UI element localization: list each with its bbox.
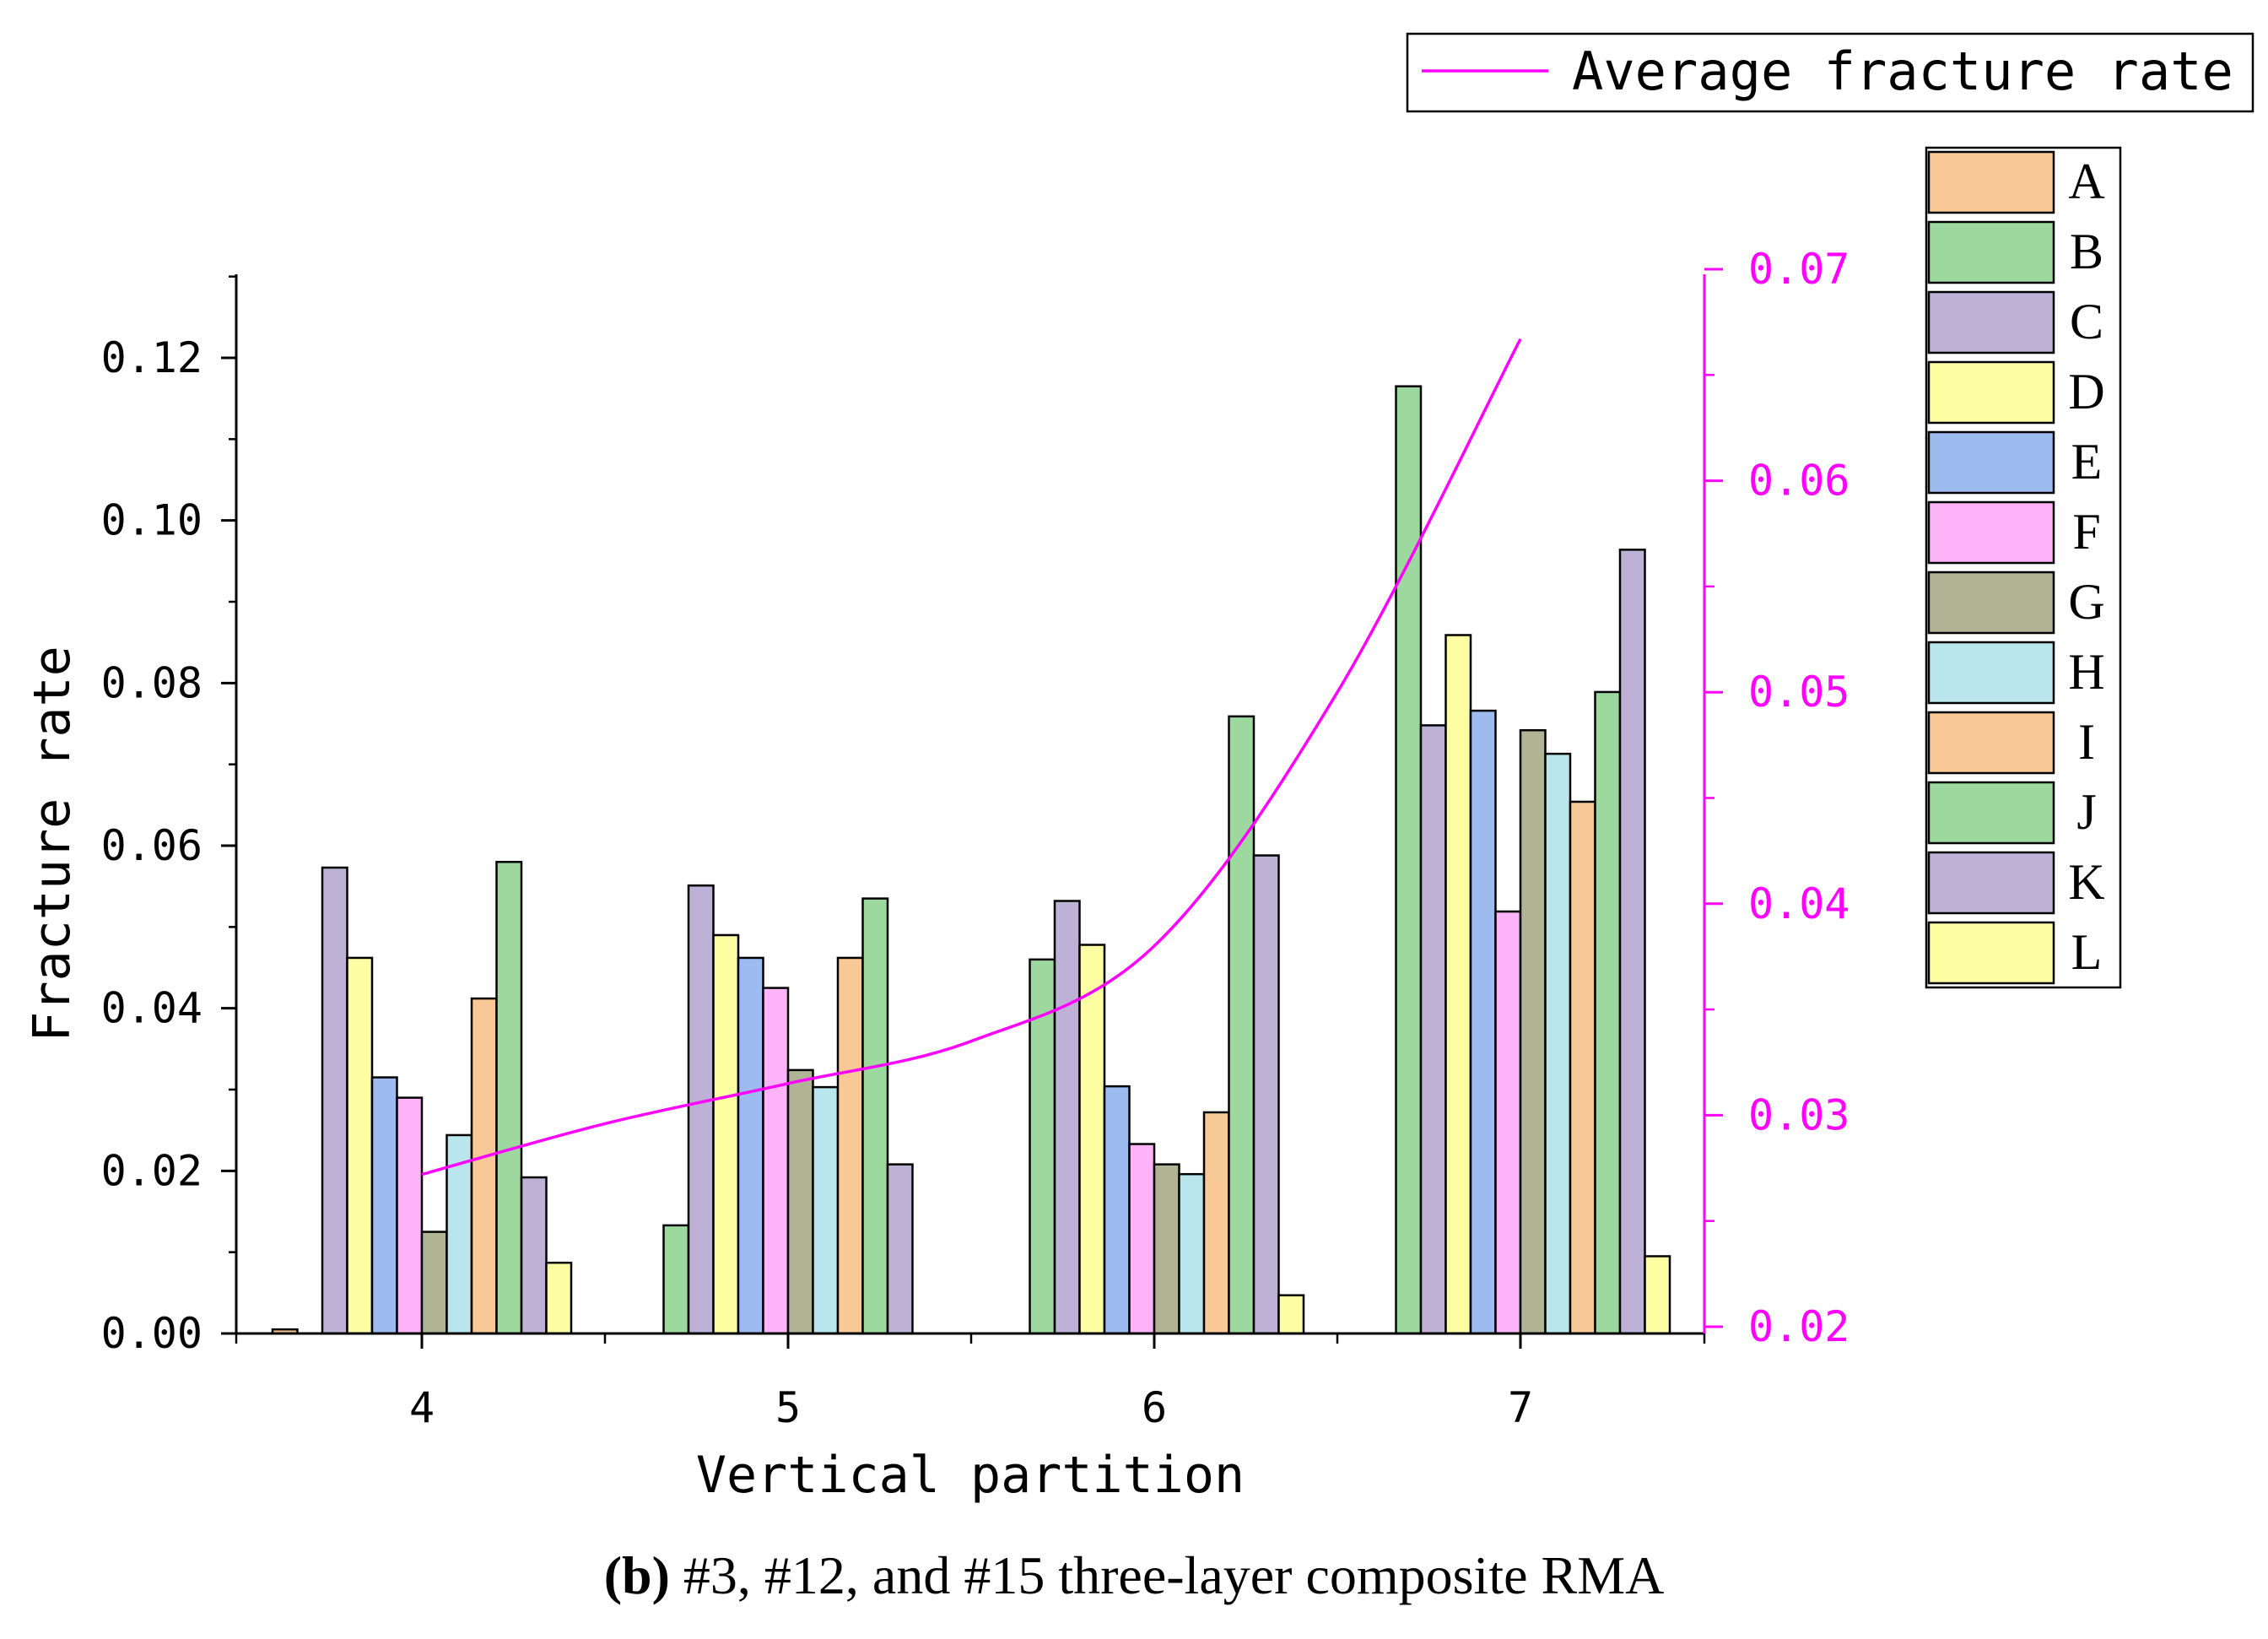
legend-swatch-A [1927, 150, 2055, 214]
bar-G-5 [786, 1068, 814, 1335]
legend-swatch-J [1927, 781, 2055, 845]
y2-tick-label: 0.03 [1748, 1090, 1850, 1139]
average-line-layer [421, 338, 1522, 1177]
bar-B-5 [662, 1224, 690, 1335]
y2-tick-label: 0.02 [1748, 1302, 1850, 1351]
legend-label-A: A [2068, 154, 2104, 209]
bar-D-7 [1444, 634, 1472, 1335]
bar-G-6 [1153, 1163, 1180, 1335]
x-tick-label: 7 [1508, 1383, 1533, 1432]
bar-C-4 [321, 866, 348, 1335]
bar-F-6 [1128, 1143, 1156, 1335]
bar-C-5 [687, 884, 715, 1335]
bar-E-6 [1103, 1085, 1131, 1335]
bar-D-4 [346, 956, 374, 1335]
x-tick-label: 5 [775, 1383, 801, 1432]
bar-F-7 [1494, 910, 1522, 1335]
y-tick-label: 0.04 [101, 984, 202, 1033]
bar-I-7 [1569, 800, 1596, 1335]
legend-label-F: F [2072, 504, 2100, 560]
legend-swatch-F [1927, 500, 2055, 565]
average-fracture-rate-line [421, 338, 1522, 1177]
bar-J-4 [495, 861, 523, 1335]
axes: 0.00 0.02 0.04 0.06 0.08 0.10 0.12 4 5 6 7 Vertical… [23, 245, 1850, 1505]
bar-D-5 [712, 933, 740, 1335]
legend-label-G: G [2068, 574, 2104, 630]
x-tick-label: 6 [1142, 1383, 1167, 1432]
legend-label-J: J [2076, 784, 2096, 840]
y2-tick-label: 0.07 [1748, 245, 1850, 294]
y-tick-label: 0.00 [101, 1309, 202, 1358]
y-tick-label: 0.08 [101, 658, 202, 707]
x-tick-label: 4 [409, 1383, 435, 1432]
bar-E-7 [1469, 709, 1497, 1335]
bar-E-4 [370, 1076, 398, 1335]
legend-label-L: L [2071, 924, 2103, 980]
y-tick-label: 0.02 [101, 1146, 202, 1195]
legend-label-B: B [2070, 224, 2103, 279]
legend-label-D: D [2068, 364, 2104, 419]
y-axis-title: Fracture rate [23, 646, 82, 1042]
legend-swatch-I [1927, 711, 2055, 775]
line-legend-label: Average fracture rate [1572, 41, 2233, 102]
bar-H-6 [1178, 1172, 1206, 1335]
bar-B-7 [1395, 385, 1423, 1335]
y-tick-label: 0.10 [101, 496, 202, 545]
bar-K-6 [1252, 854, 1280, 1335]
legend-swatch-H [1927, 641, 2055, 705]
legend-swatch-B [1927, 220, 2055, 284]
bar-F-5 [762, 987, 790, 1335]
legend-swatch-K [1927, 851, 2055, 915]
bar-G-4 [420, 1231, 448, 1335]
bar-I-4 [470, 997, 498, 1335]
legend-swatch-L [1927, 921, 2055, 985]
bar-F-4 [396, 1096, 424, 1335]
legend-swatch-G [1927, 571, 2055, 635]
y2-tick-label: 0.06 [1748, 457, 1850, 506]
bar-K-5 [886, 1163, 914, 1335]
bar-legend-box [1925, 146, 2122, 989]
legend-label-H: H [2068, 644, 2104, 700]
bar-C-6 [1053, 900, 1081, 1335]
bar-H-5 [812, 1085, 840, 1335]
legend-label-E: E [2071, 434, 2103, 490]
line-legend-box [1406, 32, 2254, 113]
bar-C-7 [1419, 724, 1447, 1335]
bar-L-4 [545, 1261, 573, 1335]
bar-group [271, 385, 1671, 1335]
bar-J-7 [1594, 690, 1622, 1335]
figure-caption: (b) #3, #12, and #15 three-layer composi… [0, 1544, 2268, 1607]
legend-swatch-C [1927, 290, 2055, 354]
y-tick-label: 0.12 [101, 333, 202, 382]
caption-text: #3, #12, and #15 three-layer composite R… [669, 1545, 1665, 1605]
caption-label: (b) [603, 1545, 670, 1605]
y-tick-label: 0.06 [101, 821, 202, 870]
bar-J-6 [1228, 715, 1256, 1335]
legend-label-C: C [2070, 294, 2103, 349]
bar-E-5 [737, 956, 764, 1335]
y2-tick-label: 0.05 [1748, 668, 1850, 717]
bar-L-6 [1277, 1294, 1305, 1335]
bar-I-5 [836, 956, 864, 1335]
bar-G-7 [1519, 728, 1547, 1335]
y2-tick-label: 0.04 [1748, 879, 1850, 928]
legend-label-K: K [2068, 854, 2104, 910]
legend-swatch-D [1927, 360, 2055, 425]
x-axis-title: Vertical partition [696, 1446, 1245, 1505]
bar-D-6 [1078, 944, 1106, 1335]
legend-label-I: I [2078, 714, 2095, 770]
bar-L-7 [1644, 1255, 1671, 1335]
bar-J-5 [861, 897, 889, 1335]
bar-K-7 [1618, 549, 1646, 1335]
bar-I-6 [1202, 1111, 1230, 1335]
bar-H-7 [1544, 752, 1572, 1335]
bar-K-4 [520, 1176, 548, 1335]
legend-swatch-E [1927, 430, 2055, 495]
